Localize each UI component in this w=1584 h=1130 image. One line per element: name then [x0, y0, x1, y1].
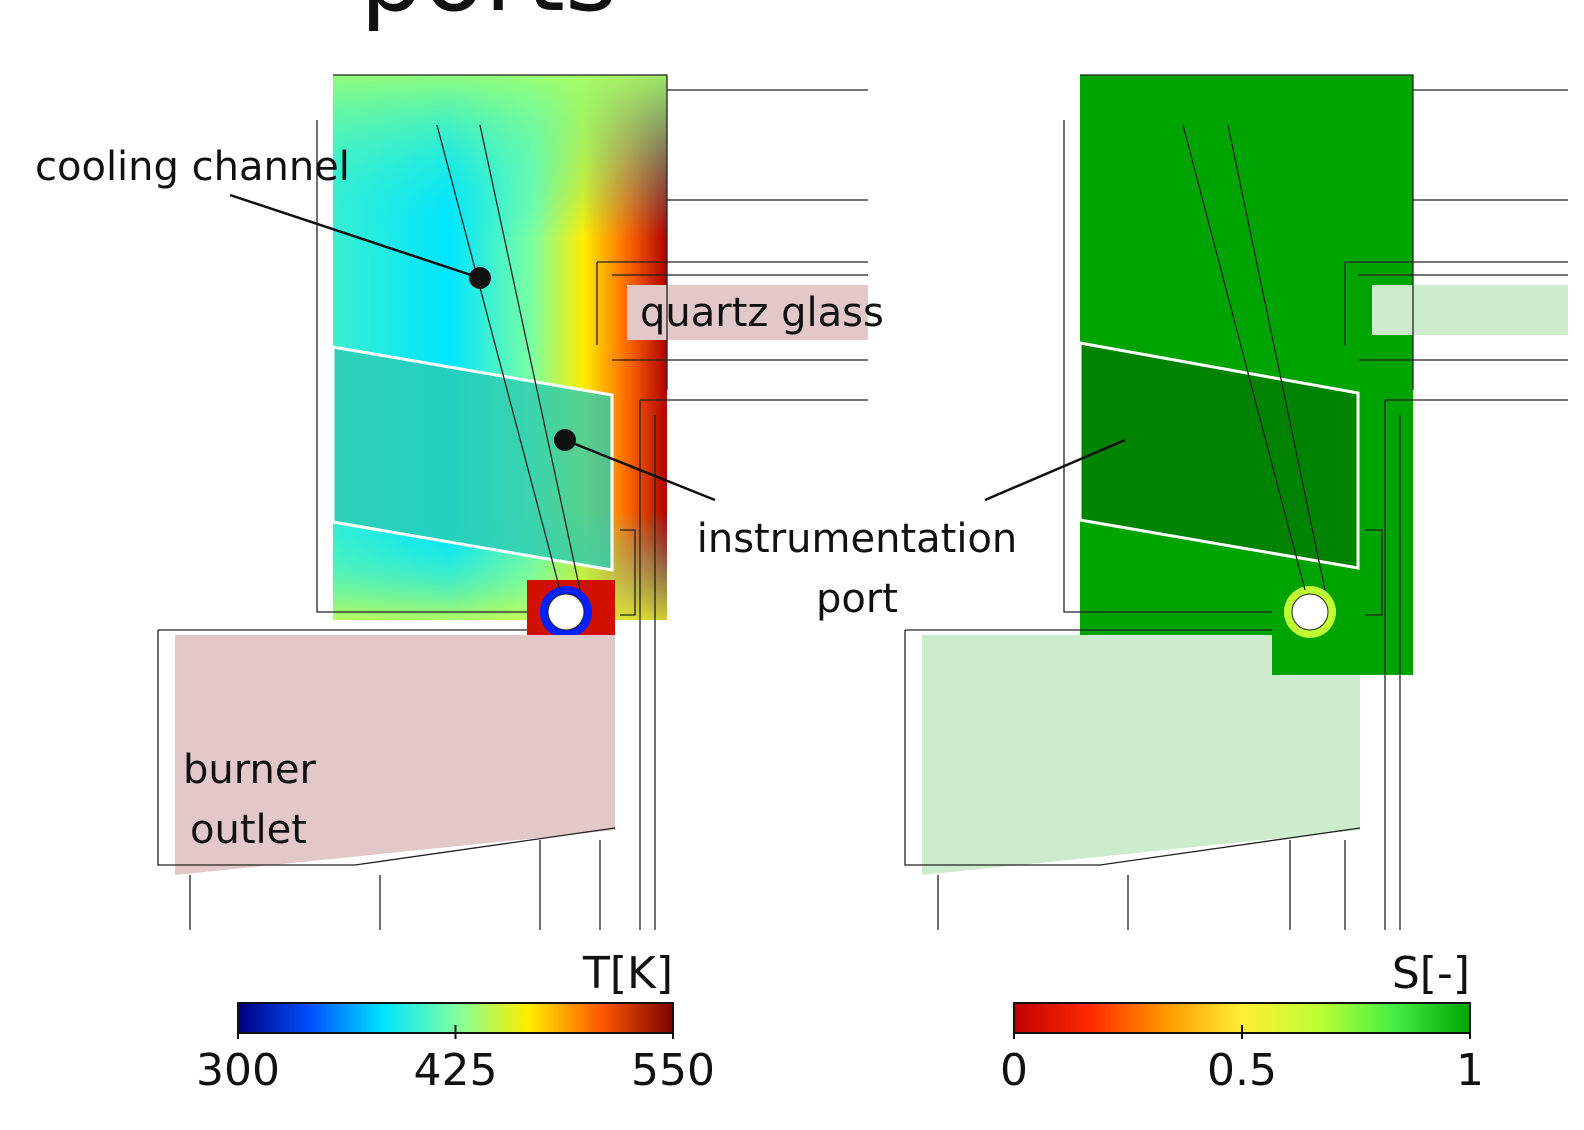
figure: ports cooling channel quartz glass instr…: [0, 0, 1584, 1130]
annotation: burner: [183, 747, 316, 793]
title: ports: [360, 0, 617, 34]
tick-label: 0.5: [1207, 1045, 1277, 1096]
leader-dot: [469, 267, 491, 289]
safety-panel: [905, 75, 1568, 930]
tick-label: 425: [414, 1045, 498, 1096]
leader-dot: [554, 429, 576, 451]
annotation: port: [816, 576, 898, 622]
tick-label: 1: [1456, 1045, 1484, 1096]
annotation: quartz glass: [640, 290, 884, 336]
tick-label: 550: [631, 1045, 715, 1096]
colorbar-title: T[K]: [582, 948, 673, 999]
temperature-panel: [158, 75, 868, 930]
annotation: instrumentation: [697, 516, 1018, 562]
annotation: cooling channel: [35, 144, 350, 190]
annotation: outlet: [190, 807, 307, 853]
tick-label: 0: [1000, 1045, 1028, 1096]
tick-label: 300: [196, 1045, 280, 1096]
colorbar-title: S[-]: [1392, 948, 1470, 999]
